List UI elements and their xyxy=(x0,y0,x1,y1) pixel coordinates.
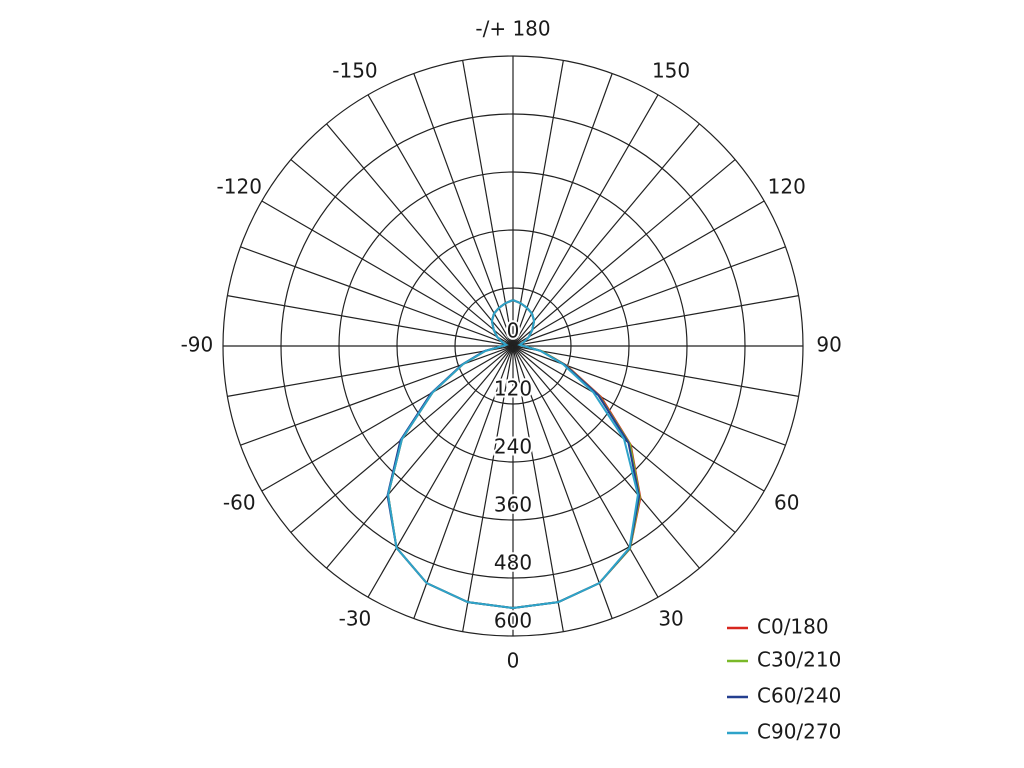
spoke xyxy=(261,200,514,347)
angle-label: 30 xyxy=(658,606,683,630)
spoke xyxy=(326,345,514,569)
spoke xyxy=(512,345,613,619)
r-tick-label: 480 xyxy=(494,551,532,575)
spoke xyxy=(240,246,514,347)
angle-label: -90 xyxy=(181,333,214,357)
spoke xyxy=(512,345,700,569)
spoke xyxy=(512,345,564,632)
spoke xyxy=(512,200,765,347)
angle-label: -/+ 180 xyxy=(475,16,550,40)
spoke xyxy=(512,73,613,347)
ring xyxy=(454,287,572,405)
spoke xyxy=(413,345,514,619)
spoke xyxy=(512,345,799,397)
angle-label: -30 xyxy=(339,606,372,630)
spoke xyxy=(512,60,564,347)
angle-label: -60 xyxy=(223,491,256,515)
angle-label: 90 xyxy=(816,333,841,357)
ring xyxy=(280,113,746,579)
spoke xyxy=(512,246,786,347)
angle-label: -150 xyxy=(332,59,377,83)
ring xyxy=(338,171,688,521)
spoke xyxy=(512,345,659,598)
angle-label: -120 xyxy=(217,174,262,198)
spoke xyxy=(462,60,514,347)
angle-label: 120 xyxy=(768,174,806,198)
spoke xyxy=(413,73,514,347)
ring xyxy=(222,55,804,637)
spoke xyxy=(227,295,514,347)
spoke xyxy=(512,345,765,492)
spoke xyxy=(367,94,514,347)
spoke xyxy=(367,345,514,598)
legend-label: C0/180 xyxy=(757,615,829,639)
spoke xyxy=(512,123,700,347)
series-line xyxy=(387,299,639,610)
spoke xyxy=(290,159,514,347)
spoke xyxy=(512,94,659,347)
angle-label: 150 xyxy=(652,59,690,83)
spoke xyxy=(326,123,514,347)
r-tick-label: 0 xyxy=(507,319,520,343)
spoke xyxy=(227,345,514,397)
r-tick-label: 240 xyxy=(494,435,532,459)
r-tick-label: 360 xyxy=(494,493,532,517)
spoke xyxy=(512,295,799,347)
r-tick-label: 120 xyxy=(494,377,532,401)
legend-label: C30/210 xyxy=(757,648,841,672)
legend-label: C90/270 xyxy=(757,720,841,744)
angle-label: 0 xyxy=(507,649,520,673)
r-tick-label: 600 xyxy=(494,609,532,633)
spoke xyxy=(462,345,514,632)
spoke xyxy=(261,345,514,492)
legend-label: C60/240 xyxy=(757,684,841,708)
spoke xyxy=(512,159,736,347)
ring xyxy=(396,229,630,463)
angle-label: 60 xyxy=(774,491,799,515)
